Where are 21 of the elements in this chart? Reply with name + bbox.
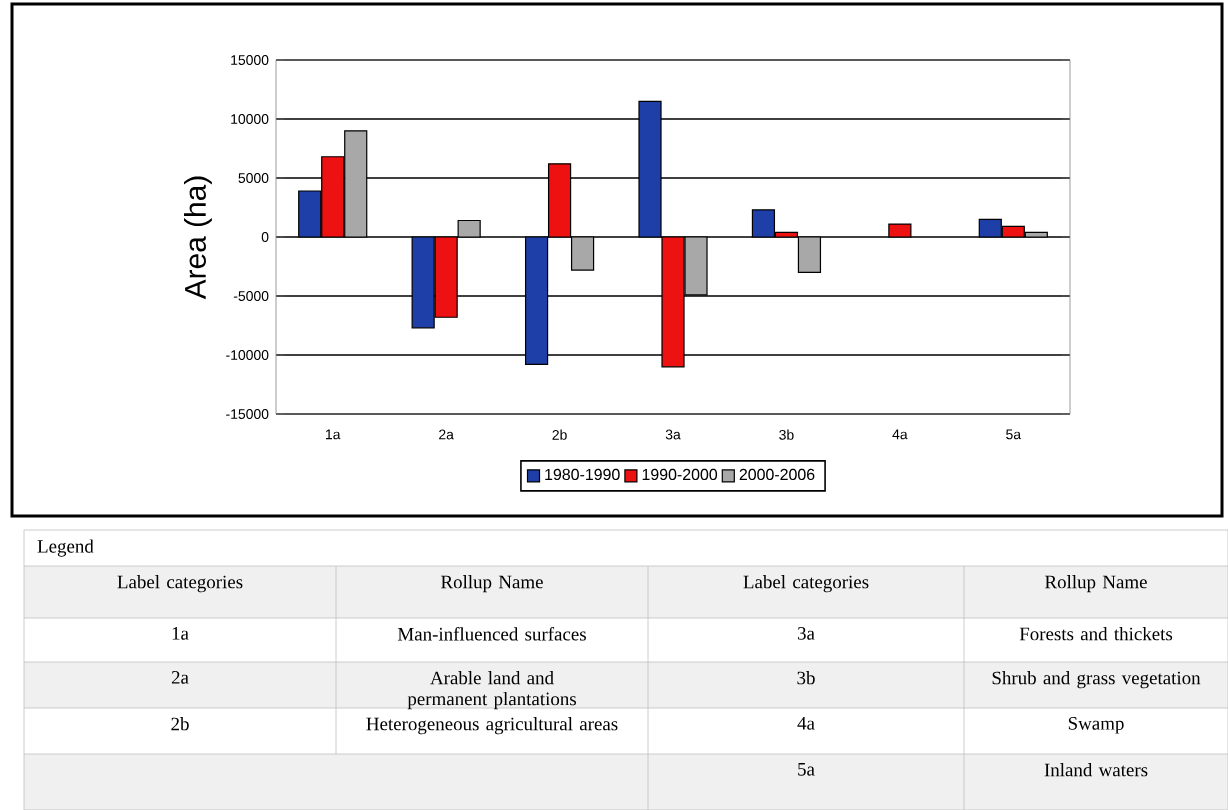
text: Swamp [1068,717,1124,734]
text: Label categories [117,575,243,593]
text: Label categories [743,575,869,593]
text: Shrub and grass vegetation [992,671,1201,689]
text: Rollup Name [1045,575,1147,593]
y-axis-title: Area (ha) [184,176,212,300]
text: Heterogeneous agricultural areas [366,717,618,735]
text: 5a [798,763,815,776]
text: Arable land and permanent plantations [407,671,576,710]
text: Rollup Name [441,575,543,593]
text: 3b [797,671,815,685]
text: 2b [171,717,189,731]
text: 2a [171,671,189,684]
bar [888,223,912,238]
text: Man-influenced surfaces [397,627,586,641]
text: Legend [37,539,94,557]
text: Forests and thickets [1019,627,1173,641]
text: 3a [797,627,815,640]
text: 1a [172,627,189,640]
text: 4a [797,717,815,730]
text: Inland waters [1044,763,1148,777]
